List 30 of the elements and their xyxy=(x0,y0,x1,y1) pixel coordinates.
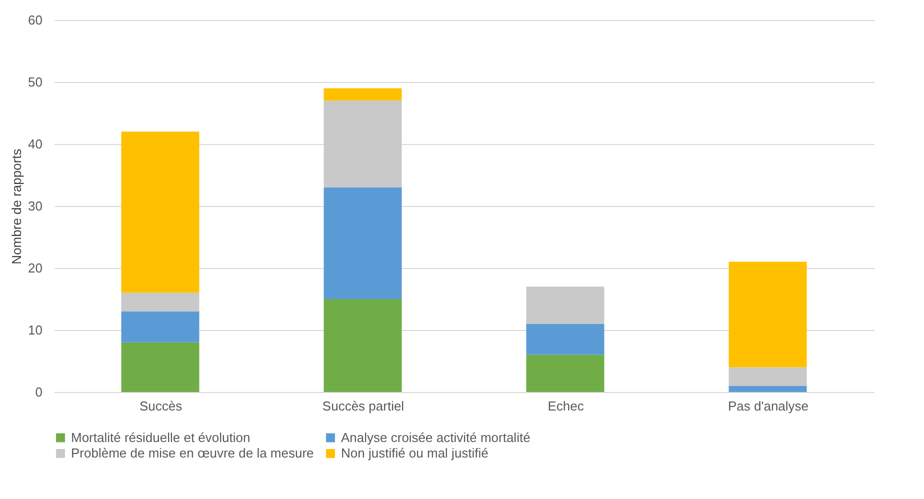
y-tick-label: 20 xyxy=(28,260,42,276)
y-tick-label: 50 xyxy=(28,74,42,90)
legend-label: Mortalité résiduelle et évolution xyxy=(71,430,250,445)
bar xyxy=(121,132,200,293)
bar xyxy=(324,88,402,101)
y-tick-label: 30 xyxy=(28,198,42,214)
x-tick-label: Succès partiel xyxy=(322,398,404,414)
bar xyxy=(728,262,807,368)
bar xyxy=(324,100,402,188)
y-axis-title: Nombre de rapports xyxy=(9,148,24,264)
legend-label: Analyse croisée activité mortalité xyxy=(341,430,530,445)
bar xyxy=(324,299,402,392)
legend-label: Non justifié ou mal justifié xyxy=(341,446,488,460)
x-tick-label: Pas d'analyse xyxy=(728,398,809,414)
y-tick-label: 60 xyxy=(28,12,42,28)
bar xyxy=(728,386,807,392)
legend-label: Problème de mise en œuvre de la mesure xyxy=(71,446,314,460)
bar xyxy=(728,367,807,386)
x-tick-label: Succès xyxy=(139,398,183,414)
y-tick-label: 0 xyxy=(35,384,42,400)
y-tick-label: 40 xyxy=(28,136,42,152)
bar xyxy=(121,292,200,312)
bar xyxy=(324,187,402,299)
bar xyxy=(526,286,604,324)
x-tick-label: Echec xyxy=(548,398,584,414)
bar xyxy=(121,342,200,392)
bar xyxy=(526,324,604,355)
bar xyxy=(526,354,604,392)
y-tick-label: 10 xyxy=(28,322,42,338)
bar xyxy=(121,311,200,342)
